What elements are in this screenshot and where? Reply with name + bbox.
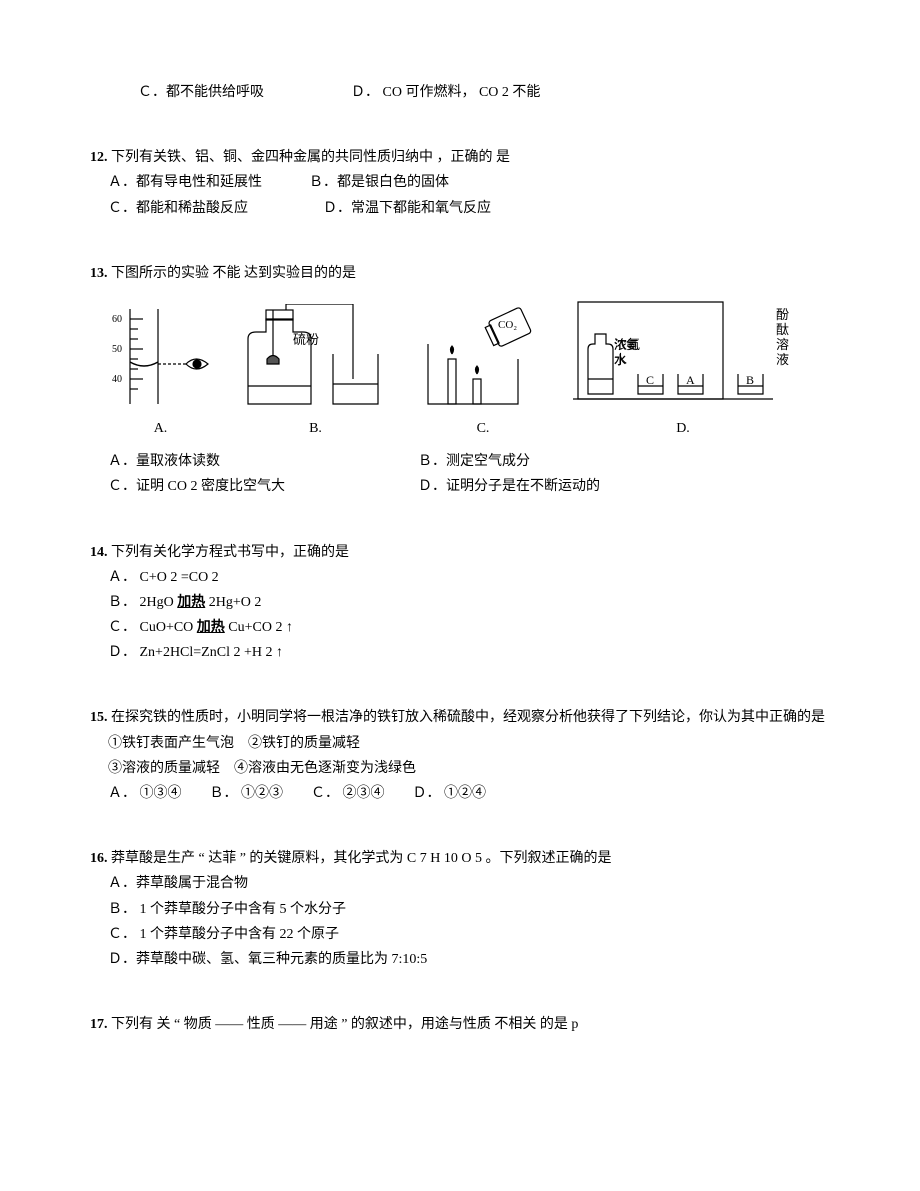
q13: 13. 下图所示的实验 不能 达到实验目的的是 bbox=[90, 261, 830, 500]
q13-diagB: 硫粉 B. bbox=[233, 304, 398, 441]
q11-options-cd: Ｃ．都不能供给呼吸 Ｄ． CO 可作燃料， CO 2 不能 bbox=[90, 80, 830, 105]
q15-stem: 在探究铁的性质时，小明同学将一根洁净的铁钉放入稀硫酸中，经观察分析他获得了下列结… bbox=[111, 710, 825, 725]
bottle-beaker-icon: 硫粉 bbox=[233, 304, 398, 414]
q16-optA: Ａ．莽草酸属于混合物 bbox=[90, 871, 830, 896]
q13-diagD: 浓氨 水 浓氨 水 C A B 酚 酞 溶 液 D. bbox=[568, 294, 798, 441]
q13-row-cd: Ｃ．证明 CO 2 密度比空气大 Ｄ．证明分子是在不断运动的 bbox=[90, 474, 830, 499]
q16-stem: 莽草酸是生产 “ 达菲 ” 的关键原料，其化学式为 C 7 H 10 O 5 。… bbox=[111, 851, 612, 866]
q17: 17. 下列有 关 “ 物质 —— 性质 —— 用途 ” 的叙述中，用途与性质 … bbox=[90, 1012, 830, 1037]
q13-num: 13. bbox=[90, 266, 108, 281]
q11-optD: Ｄ． CO 可作燃料， CO 2 不能 bbox=[351, 85, 540, 100]
q11-optC: Ｃ．都不能供给呼吸 bbox=[138, 85, 264, 100]
svg-text:50: 50 bbox=[112, 344, 122, 355]
q15-opts: Ａ． ①③④ Ｂ． ①②③ Ｃ． ②③④ Ｄ． ①②④ bbox=[90, 781, 830, 806]
q13-diagA-label: A. bbox=[154, 416, 168, 441]
svg-text:CO₂: CO₂ bbox=[498, 319, 517, 331]
diffusion-icon: 浓氨 水 浓氨 水 C A B 酚 酞 溶 液 bbox=[568, 294, 798, 414]
q15-line2: ③溶液的质量减轻 ④溶液由无色逐渐变为浅绿色 bbox=[90, 756, 830, 781]
svg-text:水: 水 bbox=[614, 353, 626, 367]
q13-diagC-label: C. bbox=[477, 416, 490, 441]
q15: 15. 在探究铁的性质时，小明同学将一根洁净的铁钉放入稀硫酸中，经观察分析他获得… bbox=[90, 705, 830, 806]
q16-optD: Ｄ．莽草酸中碳、氢、氧三种元素的质量比为 7:10:5 bbox=[90, 947, 830, 972]
q14-stem-line: 14. 下列有关化学方程式书写中，正确的是 bbox=[90, 540, 830, 565]
svg-text:B: B bbox=[746, 373, 754, 387]
q13-diagC: CO₂ C. bbox=[418, 304, 548, 441]
svg-text:液: 液 bbox=[776, 352, 789, 367]
q13-diagB-label: B. bbox=[309, 416, 322, 441]
q12-row-cd: Ｃ．都能和稀盐酸反应 Ｄ．常温下都能和氧气反应 bbox=[90, 196, 830, 221]
q13-diagD-label: D. bbox=[676, 416, 690, 441]
q13-stem: 下图所示的实验 不能 达到实验目的的是 bbox=[111, 266, 356, 281]
q11-partial: Ｃ．都不能供给呼吸 Ｄ． CO 可作燃料， CO 2 不能 bbox=[90, 80, 830, 105]
q15-num: 15. bbox=[90, 710, 108, 725]
q16-num: 16. bbox=[90, 851, 108, 866]
svg-text:酞: 酞 bbox=[776, 322, 789, 337]
q13-stem-line: 13. 下图所示的实验 不能 达到实验目的的是 bbox=[90, 261, 830, 286]
q12-num: 12. bbox=[90, 150, 108, 165]
q14-stem: 下列有关化学方程式书写中，正确的是 bbox=[111, 545, 349, 560]
q13-diagA: 60 50 40 A. bbox=[108, 304, 213, 441]
q14-optD: Ｄ． Zn+2HCl=ZnCl 2 +H 2 ↑ bbox=[90, 640, 830, 665]
q14-optB-pre: Ｂ． 2HgO bbox=[108, 595, 177, 610]
svg-text:酚: 酚 bbox=[776, 307, 789, 322]
svg-text:40: 40 bbox=[112, 374, 122, 385]
q13-optC: Ｃ．证明 CO 2 密度比空气大 bbox=[108, 474, 418, 499]
q12-optA: Ａ．都有导电性和延展性 bbox=[108, 175, 262, 190]
q13-row-ab: Ａ．量取液体读数 Ｂ．测定空气成分 bbox=[90, 449, 830, 474]
q12-stem-line: 12. 下列有关铁、铝、铜、金四种金属的共同性质归纳中 ，正确的 是 bbox=[90, 145, 830, 170]
q14: 14. 下列有关化学方程式书写中，正确的是 Ａ． C+O 2 =CO 2 Ｂ． … bbox=[90, 540, 830, 666]
svg-text:硫粉: 硫粉 bbox=[293, 332, 319, 347]
q12: 12. 下列有关铁、铝、铜、金四种金属的共同性质归纳中 ，正确的 是 Ａ．都有导… bbox=[90, 145, 830, 221]
q13-optB: Ｂ．测定空气成分 bbox=[418, 449, 530, 474]
svg-text:A: A bbox=[686, 373, 695, 387]
q16: 16. 莽草酸是生产 “ 达菲 ” 的关键原料，其化学式为 C 7 H 10 O… bbox=[90, 846, 830, 972]
q17-stem: 下列有 关 “ 物质 —— 性质 —— 用途 ” 的叙述中，用途与性质 不相关 … bbox=[111, 1017, 578, 1032]
cylinder-eye-icon: 60 50 40 bbox=[108, 304, 213, 414]
q14-optB: Ｂ． 2HgO 加热 2Hg+O 2 bbox=[90, 590, 830, 615]
co2-candles-icon: CO₂ bbox=[418, 304, 548, 414]
q16-optB: Ｂ． 1 个莽草酸分子中含有 5 个水分子 bbox=[90, 897, 830, 922]
q12-stem: 下列有关铁、铝、铜、金四种金属的共同性质归纳中 ，正确的 是 bbox=[111, 150, 510, 165]
q14-num: 14. bbox=[90, 545, 108, 560]
q15-line1: ①铁钉表面产生气泡 ②铁钉的质量减轻 bbox=[90, 731, 830, 756]
svg-text:浓氨: 浓氨 bbox=[614, 338, 638, 352]
q12-optC: Ｃ．都能和稀盐酸反应 bbox=[108, 201, 248, 216]
q12-optB: Ｂ．都是银白色的固体 bbox=[309, 175, 449, 190]
q14-optC-pre: Ｃ． CuO+CO bbox=[108, 620, 197, 635]
q14-optB-mid: 加热 bbox=[177, 595, 205, 610]
q17-num: 17. bbox=[90, 1017, 108, 1032]
q12-row-ab: Ａ．都有导电性和延展性 Ｂ．都是银白色的固体 bbox=[90, 170, 830, 195]
q13-optD: Ｄ．证明分子是在不断运动的 bbox=[418, 474, 600, 499]
q14-optA: Ａ． C+O 2 =CO 2 bbox=[90, 565, 830, 590]
q13-optA: Ａ．量取液体读数 bbox=[108, 449, 418, 474]
q14-optC-mid: 加热 bbox=[197, 620, 225, 635]
q12-optD: Ｄ．常温下都能和氧气反应 bbox=[323, 201, 491, 216]
svg-text:溶: 溶 bbox=[776, 337, 789, 352]
svg-text:C: C bbox=[646, 373, 654, 387]
svg-text:60: 60 bbox=[112, 314, 122, 325]
q14-optC-post: Cu+CO 2 ↑ bbox=[225, 620, 293, 635]
q14-optC: Ｃ． CuO+CO 加热 Cu+CO 2 ↑ bbox=[90, 615, 830, 640]
q15-stem-line: 15. 在探究铁的性质时，小明同学将一根洁净的铁钉放入稀硫酸中，经观察分析他获得… bbox=[90, 705, 830, 730]
q14-optB-post: 2Hg+O 2 bbox=[205, 595, 261, 610]
q16-stem-line: 16. 莽草酸是生产 “ 达菲 ” 的关键原料，其化学式为 C 7 H 10 O… bbox=[90, 846, 830, 871]
q17-stem-line: 17. 下列有 关 “ 物质 —— 性质 —— 用途 ” 的叙述中，用途与性质 … bbox=[90, 1012, 830, 1037]
q13-diagrams: 60 50 40 A. bbox=[90, 294, 830, 441]
q16-optC: Ｃ． 1 个莽草酸分子中含有 22 个原子 bbox=[90, 922, 830, 947]
